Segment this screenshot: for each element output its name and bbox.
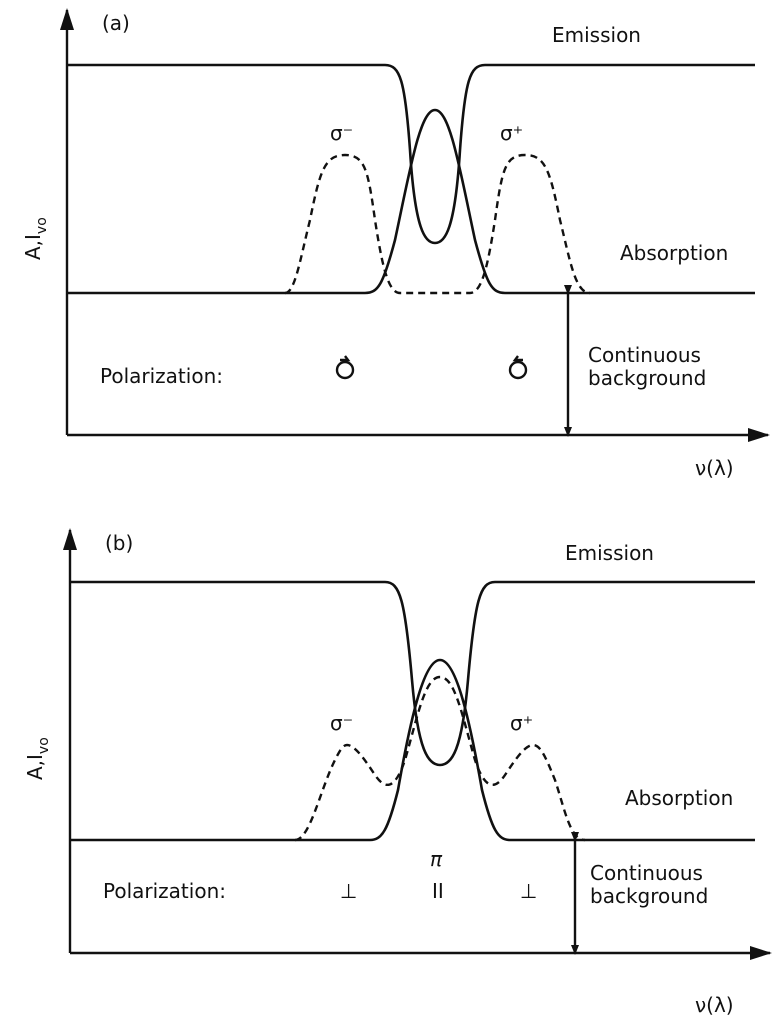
emission-label: Emission bbox=[565, 541, 654, 565]
absorption-curve bbox=[67, 108, 755, 295]
panel-b: (b) Emission Absorption σ⁻ σ⁺ π Polariza… bbox=[23, 528, 772, 1017]
absorption-curve bbox=[70, 658, 755, 842]
y-axis-label: A,Ivo bbox=[23, 737, 52, 780]
background-label: background bbox=[588, 366, 706, 390]
y-axis-label: A,Ivo bbox=[21, 217, 50, 260]
x-axis-label: ν(λ) bbox=[695, 993, 734, 1017]
background-label: background bbox=[590, 884, 708, 908]
zeeman-curve bbox=[294, 675, 586, 842]
polarization-symbol: ⊥ bbox=[340, 879, 357, 903]
x-axis-label: ν(λ) bbox=[695, 456, 734, 480]
y-axis-label-sub: vo bbox=[34, 217, 50, 234]
polarization-label: Polarization: bbox=[103, 879, 226, 903]
polarization-symbol: II bbox=[432, 879, 444, 903]
panel-label: (a) bbox=[102, 11, 130, 35]
emission-curve bbox=[70, 580, 755, 767]
pi-label: π bbox=[430, 847, 443, 871]
sigma-plus: σ⁺ bbox=[500, 121, 523, 145]
background-label: Continuous bbox=[590, 861, 703, 885]
sigma-minus: σ⁻ bbox=[330, 711, 353, 735]
y-axis-label-sub: vo bbox=[36, 737, 52, 754]
polarization-label: Polarization: bbox=[100, 364, 223, 388]
sigma-plus: σ⁺ bbox=[510, 711, 533, 735]
panel-label: (b) bbox=[105, 531, 133, 555]
polarization-symbol: ⊥ bbox=[520, 879, 537, 903]
absorption-label: Absorption bbox=[620, 241, 728, 265]
circular-polarization bbox=[335, 360, 355, 380]
emission-curve bbox=[67, 63, 755, 245]
circular-polarization bbox=[508, 360, 528, 380]
absorption-label: Absorption bbox=[625, 786, 733, 810]
circular-polarization-arrow bbox=[340, 355, 351, 362]
sigma-curve bbox=[284, 153, 591, 295]
panel-a: (a) Emission Absorption σ⁻ σ⁺ Polarizati… bbox=[21, 8, 770, 480]
y-axis-label-main: A,I bbox=[23, 754, 47, 780]
emission-label: Emission bbox=[552, 23, 641, 47]
y-axis-label-main: A,I bbox=[21, 234, 45, 260]
sigma-minus: σ⁻ bbox=[330, 121, 353, 145]
background-label: Continuous bbox=[588, 343, 701, 367]
circular-polarization-arrow bbox=[512, 355, 523, 362]
